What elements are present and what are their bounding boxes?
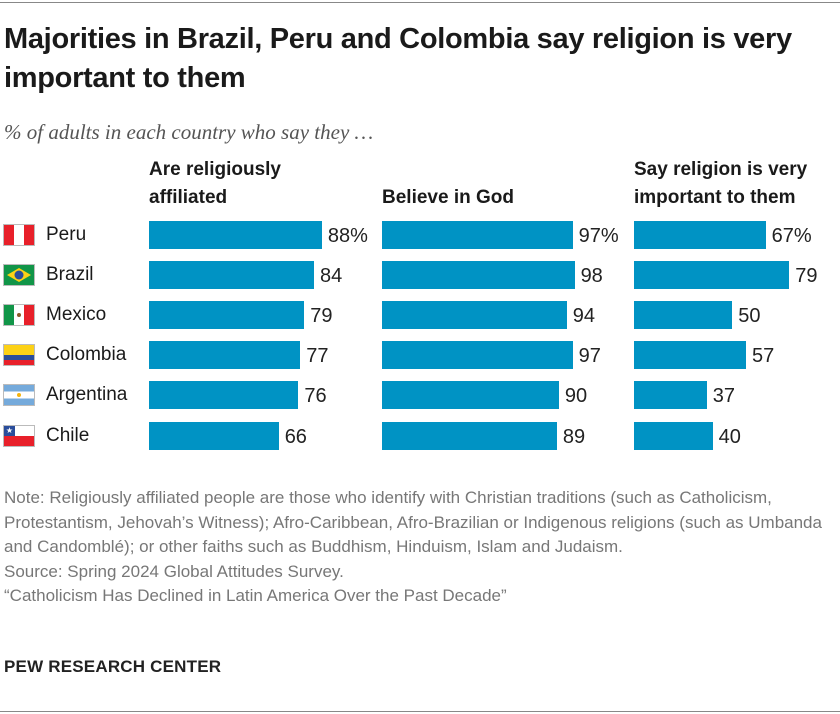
category-label: Brazil bbox=[46, 264, 94, 285]
bottom-rule bbox=[0, 711, 840, 712]
column-header: Say religion is very important to them bbox=[634, 159, 808, 208]
flag-colombia-icon bbox=[3, 344, 35, 366]
data-label: 76 bbox=[304, 385, 327, 407]
brand-logo-text: PEW RESEARCH CENTER bbox=[4, 657, 222, 676]
data-label: 77 bbox=[306, 345, 329, 367]
column-header: Believe in God bbox=[382, 187, 514, 208]
flag-peru-icon bbox=[3, 224, 35, 246]
data-label: 94 bbox=[572, 305, 595, 327]
data-label: 40 bbox=[718, 426, 741, 448]
bar-mexico-series-2 bbox=[382, 301, 567, 329]
data-label: 97% bbox=[578, 225, 619, 247]
report-title: “Catholicism Has Declined in Latin Ameri… bbox=[4, 586, 507, 605]
category-label: Mexico bbox=[46, 304, 107, 325]
data-label: 84 bbox=[320, 265, 343, 287]
top-rule bbox=[0, 2, 840, 3]
data-label: 57 bbox=[752, 345, 775, 367]
column-header: Are religiously affiliated bbox=[149, 159, 281, 208]
data-label: 89 bbox=[562, 426, 586, 448]
data-label: 79 bbox=[795, 265, 818, 287]
note-text: Note: Religiously affiliated people are … bbox=[4, 488, 822, 556]
category-label: Chile bbox=[46, 425, 90, 446]
category-label: Colombia bbox=[46, 344, 127, 365]
bar-chile-series-1 bbox=[149, 422, 279, 450]
bar-argentina-series-1 bbox=[149, 381, 299, 409]
source-text: Source: Spring 2024 Global Attitudes Sur… bbox=[4, 561, 344, 581]
notes: Note: Religiously affiliated people are … bbox=[4, 486, 834, 609]
bar-mexico-series-3 bbox=[634, 301, 733, 329]
bar-colombia-series-1 bbox=[149, 341, 301, 369]
flag-mexico-icon bbox=[3, 304, 35, 326]
bar-chile-series-2 bbox=[382, 422, 557, 450]
bar-peru-series-1 bbox=[149, 221, 322, 249]
data-label: 67% bbox=[771, 225, 812, 247]
bar-brazil-series-3 bbox=[634, 261, 790, 289]
data-label: 88% bbox=[327, 225, 368, 247]
bar-peru-series-2 bbox=[382, 221, 573, 249]
bar-mexico-series-1 bbox=[149, 301, 305, 329]
chart-title: Majorities in Brazil, Peru and Colombia … bbox=[4, 23, 792, 94]
bar-brazil-series-1 bbox=[149, 261, 315, 289]
data-label: 79 bbox=[310, 305, 333, 327]
bar-argentina-series-2 bbox=[382, 381, 559, 409]
bar-peru-series-3 bbox=[634, 221, 766, 249]
data-label: 97 bbox=[578, 345, 601, 367]
data-label: 37 bbox=[712, 385, 735, 407]
flag-brazil-icon bbox=[3, 264, 35, 286]
bar-argentina-series-3 bbox=[634, 381, 707, 409]
bar-colombia-series-2 bbox=[382, 341, 573, 369]
flag-chile-icon: ★ bbox=[3, 425, 35, 447]
chart-subtitle: % of adults in each country who say they… bbox=[4, 120, 374, 144]
category-label: Argentina bbox=[46, 384, 128, 405]
bar-brazil-series-2 bbox=[382, 261, 575, 289]
data-label: 98 bbox=[580, 265, 603, 287]
data-label: 66 bbox=[284, 426, 307, 448]
bar-colombia-series-3 bbox=[634, 341, 746, 369]
data-label: 90 bbox=[564, 385, 588, 407]
category-label: Peru bbox=[46, 224, 87, 245]
flag-argentina-icon bbox=[3, 384, 35, 406]
data-label: 50 bbox=[738, 305, 761, 327]
bar-chile-series-3 bbox=[634, 422, 713, 450]
